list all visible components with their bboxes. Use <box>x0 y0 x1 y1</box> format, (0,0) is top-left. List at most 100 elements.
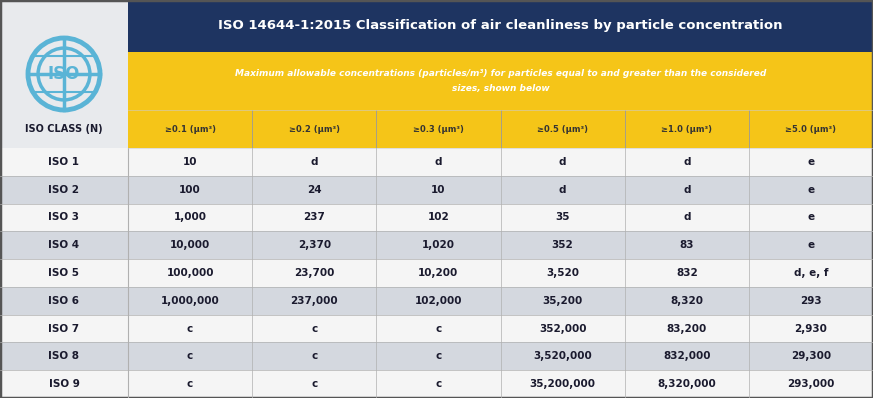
FancyBboxPatch shape <box>500 203 625 231</box>
FancyBboxPatch shape <box>128 52 873 110</box>
FancyBboxPatch shape <box>128 110 873 148</box>
Text: 100: 100 <box>179 185 201 195</box>
FancyBboxPatch shape <box>252 259 376 287</box>
FancyBboxPatch shape <box>252 203 376 231</box>
Text: ISO 3: ISO 3 <box>49 213 79 222</box>
Text: 237: 237 <box>303 213 325 222</box>
FancyBboxPatch shape <box>500 342 625 370</box>
Text: d: d <box>311 157 318 167</box>
FancyBboxPatch shape <box>500 315 625 342</box>
Text: 832: 832 <box>676 268 698 278</box>
FancyBboxPatch shape <box>625 203 749 231</box>
Text: 352,000: 352,000 <box>539 324 587 334</box>
FancyBboxPatch shape <box>625 231 749 259</box>
Text: c: c <box>187 324 193 334</box>
Text: 237,000: 237,000 <box>291 296 338 306</box>
Text: 102,000: 102,000 <box>415 296 462 306</box>
FancyBboxPatch shape <box>749 342 873 370</box>
Text: ISO CLASS (N): ISO CLASS (N) <box>25 124 103 134</box>
FancyBboxPatch shape <box>376 203 500 231</box>
FancyBboxPatch shape <box>128 342 252 370</box>
FancyBboxPatch shape <box>128 231 252 259</box>
Text: 352: 352 <box>552 240 574 250</box>
Text: c: c <box>311 351 318 361</box>
Text: ISO: ISO <box>48 65 80 83</box>
Text: ISO 7: ISO 7 <box>48 324 79 334</box>
FancyBboxPatch shape <box>625 287 749 315</box>
Text: 23,700: 23,700 <box>294 268 334 278</box>
Text: c: c <box>187 379 193 389</box>
FancyBboxPatch shape <box>376 287 500 315</box>
Text: d: d <box>683 213 691 222</box>
Text: c: c <box>187 351 193 361</box>
FancyBboxPatch shape <box>625 176 749 203</box>
Text: 29,300: 29,300 <box>791 351 831 361</box>
FancyBboxPatch shape <box>128 259 252 287</box>
FancyBboxPatch shape <box>500 231 625 259</box>
FancyBboxPatch shape <box>0 287 128 315</box>
Text: ISO 5: ISO 5 <box>49 268 79 278</box>
FancyBboxPatch shape <box>0 148 128 176</box>
FancyBboxPatch shape <box>625 342 749 370</box>
Text: c: c <box>436 379 442 389</box>
FancyBboxPatch shape <box>0 370 128 398</box>
Text: ≥0.5 (μm³): ≥0.5 (μm³) <box>537 125 588 133</box>
Text: 293,000: 293,000 <box>787 379 835 389</box>
Text: 35,200: 35,200 <box>542 296 582 306</box>
Text: 10: 10 <box>182 157 197 167</box>
FancyBboxPatch shape <box>128 0 873 52</box>
Text: sizes, shown below: sizes, shown below <box>451 84 549 94</box>
FancyBboxPatch shape <box>0 0 128 398</box>
Text: 10,200: 10,200 <box>418 268 458 278</box>
Text: d, e, f: d, e, f <box>794 268 828 278</box>
Text: e: e <box>808 240 815 250</box>
Text: 100,000: 100,000 <box>167 268 214 278</box>
Text: 1,020: 1,020 <box>422 240 455 250</box>
Text: d: d <box>683 185 691 195</box>
FancyBboxPatch shape <box>376 176 500 203</box>
Text: ≥0.1 (μm³): ≥0.1 (μm³) <box>165 125 216 133</box>
FancyBboxPatch shape <box>376 342 500 370</box>
FancyBboxPatch shape <box>749 259 873 287</box>
FancyBboxPatch shape <box>128 203 252 231</box>
FancyBboxPatch shape <box>625 148 749 176</box>
Text: 2,930: 2,930 <box>794 324 828 334</box>
Text: 3,520: 3,520 <box>546 268 579 278</box>
FancyBboxPatch shape <box>376 259 500 287</box>
Text: d: d <box>683 157 691 167</box>
Text: 10: 10 <box>431 185 446 195</box>
Text: 8,320: 8,320 <box>670 296 704 306</box>
FancyBboxPatch shape <box>0 203 128 231</box>
Text: c: c <box>311 379 318 389</box>
Text: 35: 35 <box>555 213 570 222</box>
FancyBboxPatch shape <box>0 315 128 342</box>
Text: 8,320,000: 8,320,000 <box>657 379 716 389</box>
Text: 35,200,000: 35,200,000 <box>530 379 595 389</box>
FancyBboxPatch shape <box>625 259 749 287</box>
FancyBboxPatch shape <box>252 342 376 370</box>
FancyBboxPatch shape <box>749 315 873 342</box>
Text: ISO 1: ISO 1 <box>49 157 79 167</box>
FancyBboxPatch shape <box>128 315 252 342</box>
FancyBboxPatch shape <box>749 148 873 176</box>
FancyBboxPatch shape <box>376 148 500 176</box>
FancyBboxPatch shape <box>376 370 500 398</box>
Text: d: d <box>559 185 567 195</box>
Text: 1,000: 1,000 <box>174 213 207 222</box>
Text: ISO 2: ISO 2 <box>49 185 79 195</box>
FancyBboxPatch shape <box>500 370 625 398</box>
FancyBboxPatch shape <box>500 287 625 315</box>
Text: d: d <box>435 157 442 167</box>
FancyBboxPatch shape <box>252 370 376 398</box>
Text: 1,000,000: 1,000,000 <box>161 296 219 306</box>
Text: ISO 4: ISO 4 <box>48 240 79 250</box>
Text: 83,200: 83,200 <box>667 324 707 334</box>
FancyBboxPatch shape <box>252 315 376 342</box>
FancyBboxPatch shape <box>500 176 625 203</box>
FancyBboxPatch shape <box>0 176 128 203</box>
FancyBboxPatch shape <box>500 259 625 287</box>
Text: c: c <box>436 324 442 334</box>
FancyBboxPatch shape <box>128 370 252 398</box>
FancyBboxPatch shape <box>625 315 749 342</box>
Text: e: e <box>808 213 815 222</box>
